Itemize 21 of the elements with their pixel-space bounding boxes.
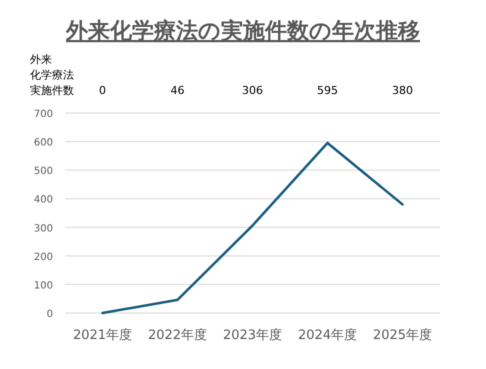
x-tick-label: 2021年度 <box>72 327 132 343</box>
line-series <box>101 142 404 314</box>
y-tick-label: 500 <box>34 166 53 178</box>
x-tick-label: 2023年度 <box>222 327 282 343</box>
x-tick-label: 2025年度 <box>372 327 432 343</box>
y-tick-label: 600 <box>34 138 53 149</box>
text: 外来化学療法実施件数 <box>30 53 74 97</box>
data-label: 380 <box>392 84 413 97</box>
data-label: 306 <box>242 84 263 97</box>
x-tick-label: 2024年度 <box>298 327 358 343</box>
y-tick-label: 200 <box>34 252 53 263</box>
title: 外来化学療法の実施件数の年次推移 <box>66 19 420 44</box>
y-tick-label: 400 <box>34 194 53 206</box>
data-label: 0 <box>99 84 106 97</box>
data-label: 46 <box>170 84 184 97</box>
y-tick-label: 300 <box>34 223 53 234</box>
y-tick-label: 700 <box>34 109 53 120</box>
data-label: 595 <box>317 84 338 97</box>
y-tick-label: 100 <box>34 280 53 292</box>
x-tick-label: 2022年度 <box>148 327 208 343</box>
y-tick-label: 0 <box>46 309 53 320</box>
